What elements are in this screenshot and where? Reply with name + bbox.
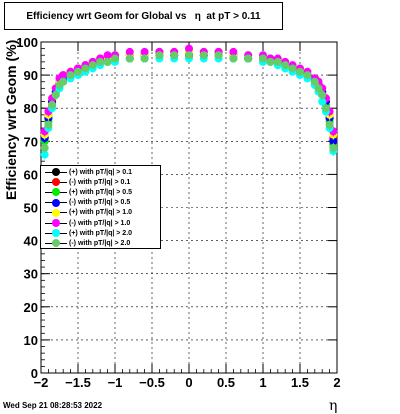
legend: (+) with pT/|q| > 0.1 (-) with pT/|q| > 0… [40,165,161,249]
legend-label: (-) with pT/|q| > 2.0 [69,239,131,247]
data-point [66,71,75,80]
legend-entry: (-) with pT/|q| > 1.0 [43,218,158,228]
data-point [74,67,82,76]
legend-label: (-) with pT/|q| > 1.0 [69,219,131,227]
data-point [140,47,149,56]
x-tick-label: −0.5 [139,375,165,390]
data-point [140,54,149,63]
legend-entry: (-) with pT/|q| > 0.1 [43,177,158,187]
data-point [125,54,134,63]
x-axis-label: η [329,398,338,414]
legend-entry: (-) with pT/|q| > 0.5 [43,198,158,208]
x-tick-label: 0.5 [217,375,235,390]
data-point [288,64,297,73]
legend-entry: (-) with pT/|q| > 2.0 [43,238,158,248]
series-8 [40,51,338,153]
data-point [59,77,68,86]
data-point [199,51,208,60]
y-tick-label: 20 [24,300,38,315]
data-point [103,57,112,66]
legend-label: (-) with pT/|q| > 0.1 [69,178,131,186]
y-tick-label: 50 [24,201,38,216]
x-tick-label: −2 [34,375,49,390]
legend-label: (-) with pT/|q| > 0.5 [69,199,131,207]
data-point [310,77,319,86]
data-point [125,47,134,56]
y-axis-label: Efficiency wrt Geom (%) [3,39,19,200]
legend-entry: (+) with pT/|q| > 0.1 [43,167,158,177]
data-point [111,54,119,63]
y-tick-label: 40 [24,234,38,249]
data-point [281,61,290,70]
data-point [318,90,327,99]
x-tick-label: −1.5 [65,375,91,390]
y-tick-label: 70 [24,134,38,149]
data-point [40,150,49,159]
data-point [214,51,223,60]
data-point [266,57,275,66]
data-point [88,61,97,70]
legend-label: (+) with pT/|q| > 0.5 [69,188,133,196]
legend-label: (+) with pT/|q| > 2.0 [69,229,133,237]
legend-marker [43,187,69,197]
data-point [321,104,330,113]
data-point [185,51,193,60]
data-point [155,51,164,60]
data-point [244,54,253,63]
legend-entry: (+) with pT/|q| > 2.0 [43,228,158,238]
x-tick-label: 2 [333,375,340,390]
data-point [59,71,68,80]
data-point [259,54,267,63]
data-point [103,51,112,60]
y-tick-label: 30 [24,267,38,282]
data-point [325,120,334,129]
legend-marker [43,177,69,187]
data-point [40,143,49,152]
legend-marker [43,167,69,177]
x-tick-label: 1 [259,375,266,390]
y-tick-label: 100 [16,35,38,50]
legend-label: (+) with pT/|q| > 1.0 [69,209,133,217]
y-tick-label: 0 [31,366,38,381]
data-point [314,84,323,93]
x-tick-label: 1.5 [291,375,309,390]
x-tick-label: 0 [185,375,192,390]
x-tick-label: −1 [108,375,123,390]
data-point [51,90,60,99]
data-point [329,143,338,152]
y-tick-label: 80 [24,101,38,116]
data-point [185,44,193,53]
data-point [81,64,90,73]
y-tick-label: 10 [24,333,38,348]
y-tick-label: 90 [24,68,38,83]
legend-marker [43,238,69,248]
legend-label: (+) with pT/|q| > 0.1 [69,168,133,176]
legend-entry: (+) with pT/|q| > 1.0 [43,208,158,218]
data-point [273,57,282,66]
data-point [48,100,57,109]
data-point [229,47,238,56]
y-tick-label: 60 [24,167,38,182]
datestamp: Wed Sep 21 08:28:53 2022 [3,401,103,410]
data-point [170,51,179,60]
data-point [329,137,338,146]
data-point [303,71,312,80]
legend-entry: (+) with pT/|q| > 0.5 [43,187,158,197]
chart-title: Efficiency wrt Geom for Global vs η at p… [4,2,283,30]
legend-marker [43,198,69,208]
data-point [44,120,53,129]
data-point [318,97,327,106]
legend-marker [43,228,69,238]
legend-marker [43,218,69,228]
data-point [296,67,304,76]
data-point [229,54,238,63]
data-point [96,57,105,66]
legend-marker [43,208,69,218]
